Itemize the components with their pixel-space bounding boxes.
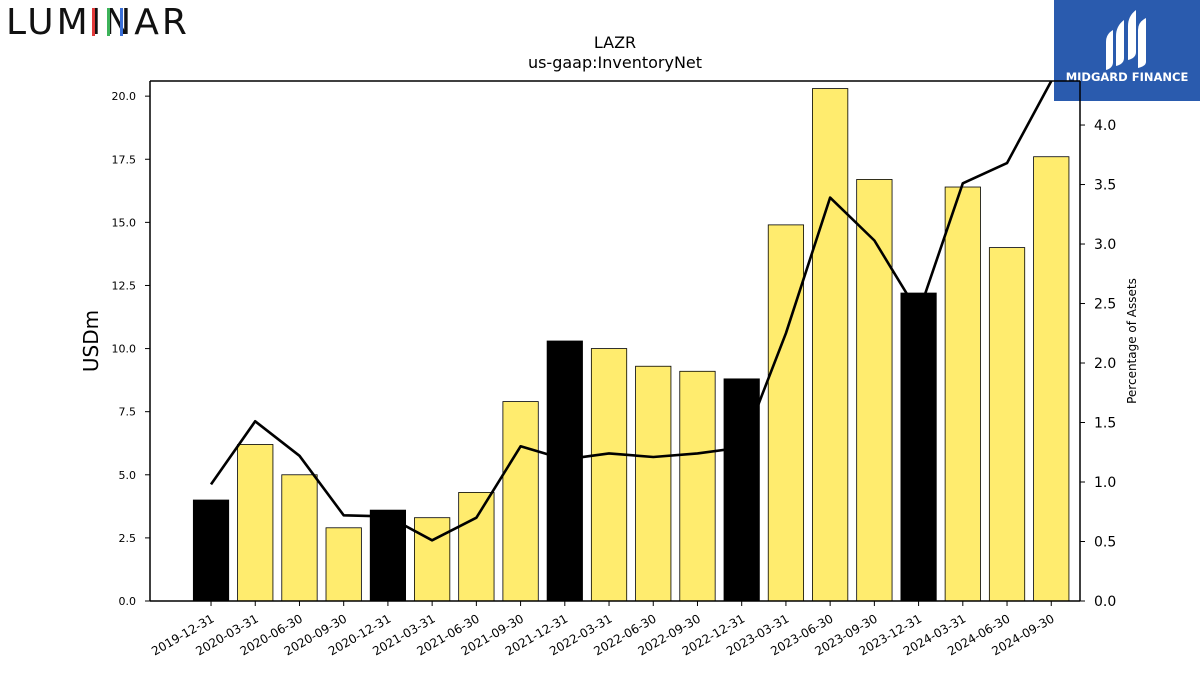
quarter-bar (944, 186, 981, 602)
asset-percentage-line (209, 80, 1053, 542)
y-tick-label: 10.0 (112, 343, 137, 356)
midgard-finance-logo: MIDGARD FINANCE (1054, 0, 1200, 101)
quarter-bar (458, 492, 495, 602)
luminar-logo: LUMINAR (6, 2, 190, 40)
y-axis-label: USDm (79, 310, 103, 372)
y2-axis-label: Percentage of Assets (1125, 278, 1139, 404)
quarter-bar (988, 247, 1026, 602)
midgard-logo-text: MIDGARD FINANCE (1066, 70, 1189, 84)
annual-bar (546, 340, 583, 602)
luminar-accent-green (107, 8, 110, 36)
luminar-accent-red (92, 8, 95, 36)
y2-tick-label: 2.0 (1094, 356, 1116, 372)
y-tick-label: 5.0 (119, 469, 137, 482)
quarter-bar (856, 179, 893, 602)
y2-tick-label: 4.0 (1094, 118, 1116, 134)
y-tick-label: 7.5 (119, 406, 137, 419)
quarter-bar (237, 444, 274, 602)
quarter-bar (767, 224, 805, 602)
quarter-bar (635, 365, 672, 602)
quarter-bar (679, 370, 716, 602)
y2-tick-label: 1.5 (1094, 416, 1116, 432)
bars-layer (192, 88, 1070, 602)
quarter-bar (1033, 156, 1070, 602)
y-tick-label: 0.0 (119, 595, 137, 608)
quarter-bar (502, 401, 539, 602)
chart-title: LAZR (594, 33, 636, 52)
quarter-bar (281, 474, 318, 602)
y2-tick-label: 0.0 (1094, 594, 1116, 610)
y-tick-label: 17.5 (112, 153, 137, 166)
quarter-bar (325, 527, 362, 602)
luminar-logo-text: LUMINAR (6, 2, 190, 40)
y2-tick-label: 1.0 (1094, 475, 1116, 491)
annual-bar (369, 509, 407, 602)
quarter-bar (590, 348, 628, 602)
annual-bar (192, 499, 230, 602)
y-tick-label: 15.0 (112, 216, 137, 229)
luminar-accent-blue (120, 8, 123, 36)
y2-tick-label: 2.5 (1094, 297, 1116, 313)
y-tick-label: 2.5 (119, 532, 137, 545)
chart-subtitle: us-gaap:InventoryNet (528, 53, 702, 72)
midgard-emblem-icon (1106, 10, 1146, 70)
line-layer (209, 80, 1053, 542)
y-tick-label: 20.0 (112, 90, 137, 103)
annual-bar (900, 292, 937, 602)
y2-tick-label: 3.5 (1094, 178, 1116, 194)
y2-tick-label: 3.0 (1094, 237, 1116, 253)
quarter-bar (414, 517, 451, 602)
y2-tick-label: 0.5 (1094, 535, 1116, 551)
quarter-bar (812, 88, 849, 602)
y-tick-label: 12.5 (112, 279, 137, 292)
